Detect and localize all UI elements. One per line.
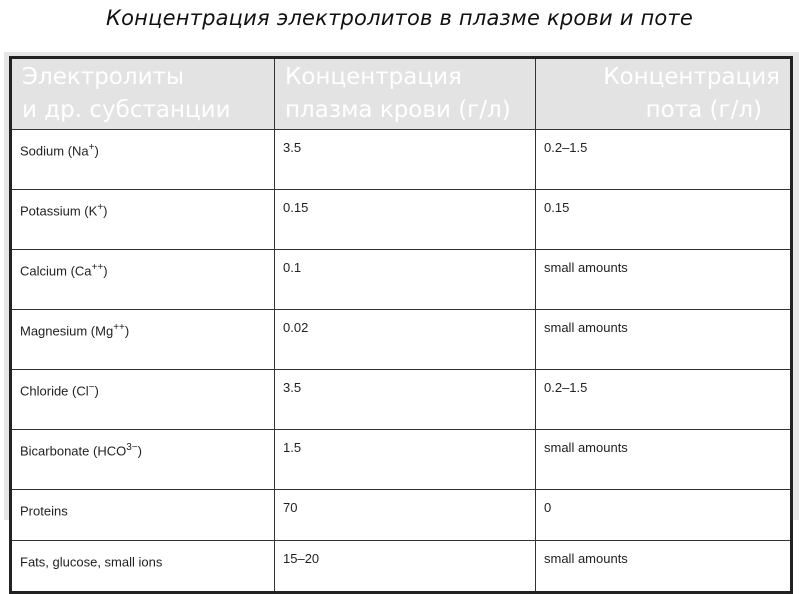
header-line: пота (г/л) <box>645 97 762 123</box>
plasma-cell: 0.1 <box>274 249 536 310</box>
electrolyte-cell: Magnesium (Mg++) <box>10 309 275 370</box>
header-line: и др. субстанции <box>22 97 231 123</box>
electrolyte-name: Fats, glucose, small ions <box>20 554 163 570</box>
plasma-cell: 0.15 <box>274 189 536 250</box>
sweat-cell: small amounts <box>535 540 792 593</box>
electrolyte-name: Potassium (K <box>20 203 98 219</box>
paren: ) <box>94 383 99 399</box>
header-line: Электролиты <box>22 64 185 90</box>
plasma-cell: 70 <box>274 489 536 541</box>
header-sweat: Концентрация пота (г/л) <box>535 57 792 130</box>
paren: ) <box>137 443 142 459</box>
header-line: Концентрация <box>603 64 780 90</box>
plasma-cell: 0.02 <box>274 309 536 370</box>
table-row: Potassium (K+) 0.15 0.15 <box>10 189 792 250</box>
electrolyte-cell: Calcium (Ca++) <box>10 249 275 310</box>
electrolyte-cell: Fats, glucose, small ions <box>10 540 275 593</box>
sweat-cell: small amounts <box>535 249 792 310</box>
table-row: Bicarbonate (HCO3−) 1.5 small amounts <box>10 429 792 490</box>
table-row: Sodium (Na+) 3.5 0.2–1.5 <box>10 129 792 190</box>
table-row: Proteins 70 0 <box>10 489 792 541</box>
electrolyte-name: Chloride (Cl <box>20 383 89 399</box>
electrolyte-table: Электролиты и др. субстанции Концентрация… <box>9 56 793 594</box>
plasma-cell: 3.5 <box>274 129 536 190</box>
sweat-cell: 0.15 <box>535 189 792 250</box>
sweat-cell: 0.2–1.5 <box>535 129 792 190</box>
plasma-cell: 3.5 <box>274 369 536 430</box>
electrolyte-name: Sodium (Na <box>20 143 89 159</box>
electrolyte-name: Calcium (Ca <box>20 263 92 279</box>
plasma-cell: 15–20 <box>274 540 536 593</box>
charge: + <box>88 142 95 153</box>
paren: ) <box>103 203 108 219</box>
electrolyte-name: Bicarbonate (HCO <box>20 443 127 459</box>
table-row: Chloride (Cl−) 3.5 0.2–1.5 <box>10 369 792 430</box>
electrolyte-name: Magnesium (Mg <box>20 323 114 339</box>
header-row: Электролиты и др. субстанции Концентрация… <box>10 57 792 130</box>
electrolyte-cell: Sodium (Na+) <box>10 129 275 190</box>
charge: 3− <box>126 442 138 453</box>
sweat-cell: 0 <box>535 489 792 541</box>
sweat-cell: 0.2–1.5 <box>535 369 792 430</box>
header-line: Концентрация <box>285 64 462 90</box>
paren: ) <box>94 143 99 159</box>
table-row: Calcium (Ca++) 0.1 small amounts <box>10 249 792 310</box>
charge: + <box>97 202 104 213</box>
header-electrolytes: Электролиты и др. субстанции <box>10 57 275 130</box>
paren: ) <box>124 323 130 339</box>
table-row: Magnesium (Mg++) 0.02 small amounts <box>10 309 792 370</box>
sweat-cell: small amounts <box>535 309 792 370</box>
electrolyte-cell: Potassium (K+) <box>10 189 275 250</box>
plasma-cell: 1.5 <box>274 429 536 490</box>
electrolyte-cell: Chloride (Cl−) <box>10 369 275 430</box>
electrolyte-name: Proteins <box>20 503 68 519</box>
electrolyte-cell: Proteins <box>10 489 275 541</box>
charge: ++ <box>91 262 104 273</box>
header-line: плазма крови (г/л) <box>285 97 511 123</box>
paren: ) <box>103 263 108 279</box>
header-plasma: Концентрация плазма крови (г/л) <box>274 57 536 130</box>
sweat-cell: small amounts <box>535 429 792 490</box>
charge: − <box>88 382 95 393</box>
table-row: Fats, glucose, small ions 15–20 small am… <box>10 540 792 593</box>
charge: ++ <box>113 322 125 333</box>
slide-title: Концентрация электролитов в плазме крови… <box>106 6 693 30</box>
electrolyte-cell: Bicarbonate (HCO3−) <box>10 429 275 490</box>
